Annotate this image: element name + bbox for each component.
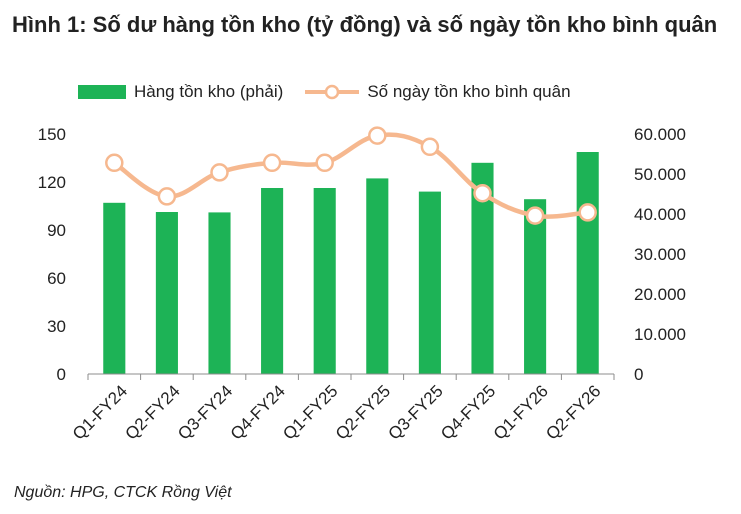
x-axis-category-label: Q2-FY26 <box>542 381 604 443</box>
x-axis-category-label: Q3-FY25 <box>385 381 447 443</box>
days-inventory-point <box>578 203 597 222</box>
right-axis-tick-label: 50.000 <box>634 165 686 184</box>
legend-item-bar: Hàng tồn kho (phải) <box>78 82 283 102</box>
legend-line-swatch <box>305 84 360 100</box>
x-axis-category-label: Q1-FY25 <box>279 381 341 443</box>
left-axis-tick-label: 30 <box>47 317 66 336</box>
days-inventory-line <box>112 132 590 219</box>
legend-item-line: Số ngày tồn kho bình quân <box>305 82 571 102</box>
inventory-bar <box>524 199 547 374</box>
x-axis-category-label: Q4-FY24 <box>227 381 289 443</box>
days-inventory-point <box>105 153 124 173</box>
days-inventory-point <box>157 187 177 206</box>
right-axis-tick-label: 30.000 <box>634 245 686 264</box>
combo-chart: 0 30 60 90 120 150 0 10.000 20.000 30.000 40.000 50… <box>38 125 686 444</box>
inventory-bar <box>313 188 336 374</box>
left-axis-tick-label: 90 <box>47 221 66 240</box>
legend-line-label: Số ngày tồn kho bình quân <box>367 82 571 101</box>
source-note: Nguồn: HPG, CTCK Rồng Việt <box>14 484 232 501</box>
chart-legend: Hàng tồn kho (phải) Số ngày tồn kho bình… <box>78 80 593 104</box>
left-axis-tick-label: 60 <box>47 269 66 288</box>
right-axis-tick-label: 40.000 <box>634 205 686 224</box>
days-inventory-point <box>210 163 229 182</box>
left-axis-tick-label: 120 <box>38 173 66 192</box>
right-axis-tick-label: 10.000 <box>634 325 686 344</box>
x-axis-category-label: Q4-FY25 <box>437 381 499 443</box>
inventory-bar <box>155 212 178 374</box>
left-axis-tick-label: 0 <box>57 365 66 384</box>
inventory-bar <box>103 202 126 374</box>
x-axis-category-label: Q3-FY24 <box>174 381 236 443</box>
days-inventory-point <box>262 153 282 173</box>
days-inventory-point <box>368 126 387 145</box>
inventory-bar <box>418 191 441 374</box>
inventory-bar <box>366 178 389 374</box>
inventory-bar <box>208 212 231 374</box>
x-axis-category-label: Q1-FY26 <box>490 381 552 443</box>
inventory-bar <box>471 162 494 374</box>
inventory-bar <box>261 188 284 374</box>
left-axis-tick-label: 150 <box>38 125 66 144</box>
right-axis-tick-label: 60.000 <box>634 125 686 144</box>
days-inventory-point <box>525 206 545 225</box>
right-axis-tick-label: 0 <box>634 365 643 384</box>
legend-bar-label: Hàng tồn kho (phải) <box>134 82 284 101</box>
inventory-bar <box>576 152 599 374</box>
legend-bar-swatch <box>78 85 126 99</box>
x-axis-category-label: Q1-FY24 <box>69 381 131 443</box>
x-axis-category-label: Q2-FY24 <box>122 381 184 443</box>
x-axis-category-label: Q2-FY25 <box>332 381 394 443</box>
days-inventory-point <box>420 137 440 157</box>
right-axis-tick-label: 20.000 <box>634 285 686 304</box>
days-inventory-point <box>473 183 492 203</box>
days-inventory-point <box>315 153 334 173</box>
chart-title: Hình 1: Số dư hàng tồn kho (tỷ đồng) và … <box>12 12 718 37</box>
